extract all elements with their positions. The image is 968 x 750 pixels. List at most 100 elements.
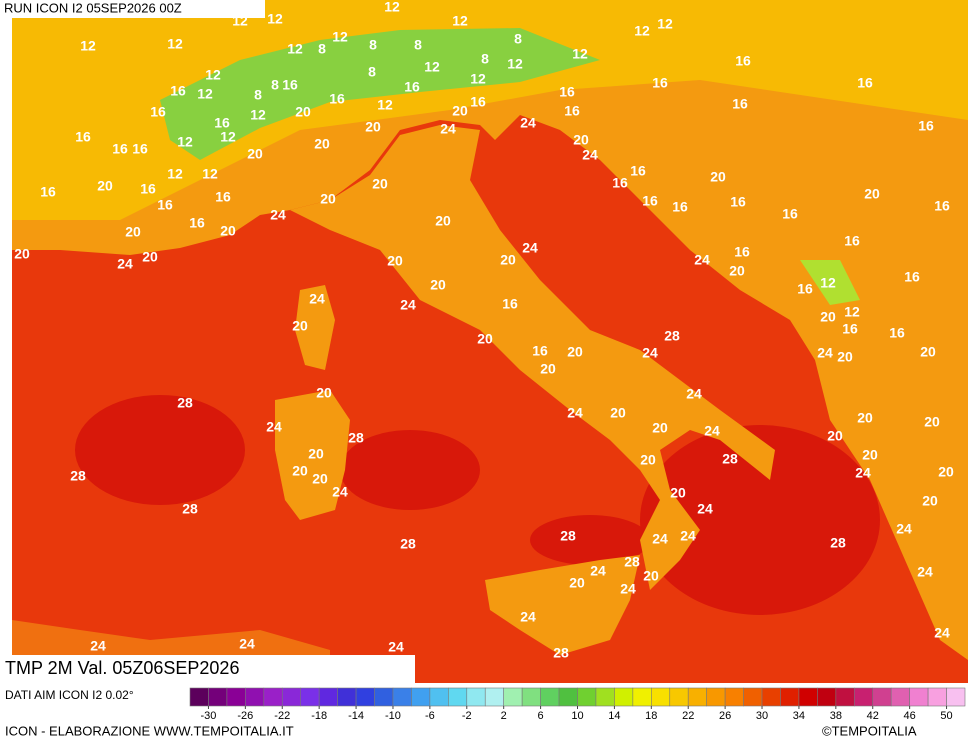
contour-label: 8	[514, 31, 522, 47]
contour-label: 24	[642, 345, 658, 361]
contour-label: 20	[857, 410, 873, 426]
contour-label: 12	[287, 41, 303, 57]
contour-label: 12	[507, 56, 523, 72]
contour-label: 12	[634, 23, 650, 39]
contour-label: 16	[532, 343, 548, 359]
contour-label: 24	[652, 531, 668, 547]
contour-label: 28	[624, 554, 640, 570]
contour-label: 8	[481, 51, 489, 67]
colorbar-swatch	[761, 687, 781, 707]
contour-label: 20	[14, 246, 30, 262]
colorbar-swatch	[484, 687, 504, 707]
contour-label: 16	[735, 53, 751, 69]
contour-label: 16	[470, 94, 486, 110]
contour-label: 20	[312, 471, 328, 487]
contour-label: 12	[657, 16, 673, 32]
contour-label: 28	[400, 536, 416, 552]
contour-label: 20	[924, 414, 940, 430]
colorbar-swatch	[263, 687, 283, 707]
contour-label: 12	[424, 59, 440, 75]
colorbar-swatch	[281, 687, 302, 707]
contour-label: 12	[80, 38, 96, 54]
colorbar-tick-label: 6	[538, 710, 544, 722]
warm-sea	[640, 425, 880, 615]
contour-label: 12	[250, 107, 266, 123]
contour-label: 16	[157, 197, 173, 213]
warm-sea	[75, 395, 245, 505]
contour-label: 20	[640, 452, 656, 468]
contour-label: 16	[75, 129, 91, 145]
colorbar-swatch	[743, 687, 763, 707]
contour-label: 12	[572, 46, 588, 62]
colorbar-swatch	[337, 687, 357, 707]
contour-label: 24	[934, 625, 950, 641]
contour-label: 12	[202, 166, 218, 182]
contour-label: 8	[318, 41, 326, 57]
contour-label: 8	[254, 87, 262, 103]
contour-label: 20	[920, 344, 936, 360]
contour-label: 20	[295, 104, 311, 120]
contour-label: 20	[837, 349, 853, 365]
contour-label: 8	[368, 64, 376, 80]
contour-label: 12	[844, 304, 860, 320]
contour-label: 16	[170, 83, 186, 99]
contour-label: 20	[573, 132, 589, 148]
field-title: TMP 2M Val. 05Z06SEP2026	[5, 658, 239, 678]
colorbar-swatch	[577, 687, 597, 707]
colorbar-swatch	[927, 687, 947, 707]
contour-label: 12	[167, 166, 183, 182]
contour-label: 12	[197, 86, 213, 102]
contour-label: 20	[610, 405, 626, 421]
contour-label: 24	[266, 419, 282, 435]
colorbar-tick-label: 50	[940, 710, 952, 722]
contour-label: 28	[830, 535, 846, 551]
contour-label: 12	[470, 71, 486, 87]
contour-label: 16	[329, 91, 345, 107]
contour-label: 20	[652, 420, 668, 436]
contour-label: 24	[520, 609, 536, 625]
contour-label: 16	[140, 181, 156, 197]
contour-label: 16	[918, 118, 934, 134]
contour-label: 8	[369, 37, 377, 53]
contour-label: 16	[857, 75, 873, 91]
mountains	[800, 260, 860, 305]
sardinia	[275, 390, 350, 520]
contour-label: 16	[904, 269, 920, 285]
contour-label: 20	[387, 253, 403, 269]
contour-label: 24	[90, 638, 106, 654]
colorbar-swatch	[226, 687, 246, 707]
contour-label: 24	[680, 528, 696, 544]
warm-sea	[340, 430, 480, 510]
contour-label: 16	[214, 115, 230, 131]
colorbar-tick-label: -2	[462, 710, 472, 722]
contour-label: 20	[220, 223, 236, 239]
contour-label: 20	[97, 178, 113, 194]
contour-label: 24	[896, 521, 912, 537]
contour-label: 12	[332, 29, 348, 45]
contour-label: 20	[316, 385, 332, 401]
contour-label: 20	[314, 136, 330, 152]
contour-label: 12	[177, 134, 193, 150]
contour-label: 28	[560, 528, 576, 544]
contour-label: 20	[729, 263, 745, 279]
colorbar-swatch	[245, 687, 265, 707]
contour-label: 20	[365, 119, 381, 135]
contour-label: 24	[388, 639, 404, 655]
contour-label: 20	[864, 186, 880, 202]
colorbar-swatch	[374, 687, 394, 707]
colorbar-tick-label: -30	[200, 710, 216, 722]
colorbar-swatch	[558, 687, 578, 707]
contour-label: 20	[125, 224, 141, 240]
contour-label: 24	[520, 115, 536, 131]
contour-label: 12	[384, 0, 400, 15]
colorbar-tick-label: 2	[501, 710, 507, 722]
credit: ICON - ELABORAZIONE WWW.TEMPOITALIA.IT	[5, 723, 294, 738]
contour-label: 16	[559, 84, 575, 100]
contour-label: 24	[309, 291, 325, 307]
contour-label: 24	[694, 252, 710, 268]
colorbar-tick-label: -10	[385, 710, 401, 722]
contour-label: 16	[150, 104, 166, 120]
